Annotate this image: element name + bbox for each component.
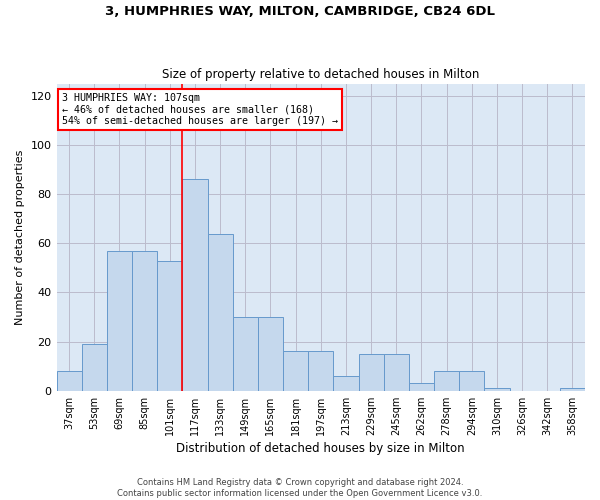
Bar [383, 354, 409, 391]
Bar [484, 388, 509, 391]
Bar [308, 352, 334, 391]
Bar [208, 234, 233, 391]
Bar [132, 250, 157, 391]
Bar [560, 388, 585, 391]
Bar [459, 371, 484, 391]
Title: Size of property relative to detached houses in Milton: Size of property relative to detached ho… [162, 68, 479, 81]
Bar [233, 317, 258, 391]
Bar [283, 352, 308, 391]
X-axis label: Distribution of detached houses by size in Milton: Distribution of detached houses by size … [176, 442, 465, 455]
Bar [182, 180, 208, 391]
Bar [258, 317, 283, 391]
Bar [359, 354, 383, 391]
Bar [157, 260, 182, 391]
Bar [409, 384, 434, 391]
Bar [56, 371, 82, 391]
Y-axis label: Number of detached properties: Number of detached properties [15, 150, 25, 325]
Text: 3, HUMPHRIES WAY, MILTON, CAMBRIDGE, CB24 6DL: 3, HUMPHRIES WAY, MILTON, CAMBRIDGE, CB2… [105, 5, 495, 18]
Bar [82, 344, 107, 391]
Text: Contains HM Land Registry data © Crown copyright and database right 2024.
Contai: Contains HM Land Registry data © Crown c… [118, 478, 482, 498]
Bar [434, 371, 459, 391]
Bar [334, 376, 359, 391]
Bar [107, 250, 132, 391]
Text: 3 HUMPHRIES WAY: 107sqm
← 46% of detached houses are smaller (168)
54% of semi-d: 3 HUMPHRIES WAY: 107sqm ← 46% of detache… [62, 93, 338, 126]
